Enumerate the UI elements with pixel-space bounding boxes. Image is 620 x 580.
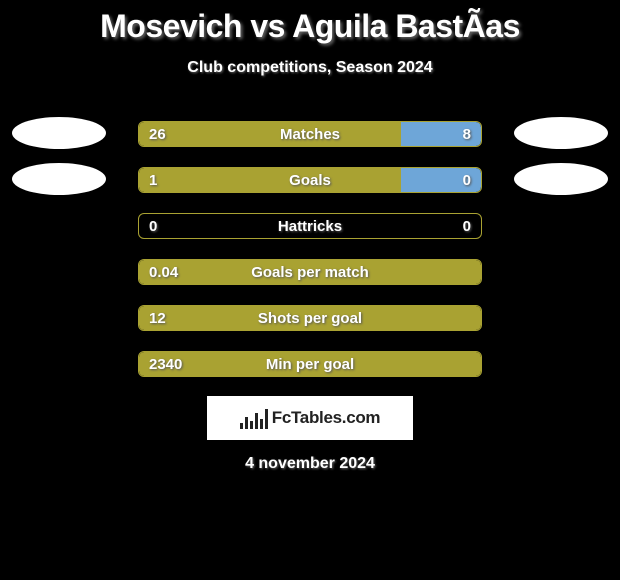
logo-bar-segment: [255, 413, 258, 429]
player-badge-right: [514, 117, 608, 149]
bar-segment-full: [139, 306, 481, 330]
logo-bar-segment: [250, 421, 253, 429]
comparison-row: 0.04Goals per match: [0, 259, 620, 285]
logo-text: FcTables.com: [272, 408, 381, 428]
bar-track: 0 0Hattricks: [138, 213, 482, 239]
date-text: 4 november 2024: [0, 455, 620, 473]
bar-segment-left: [139, 168, 401, 192]
bar-track: 2340Min per goal: [138, 351, 482, 377]
stat-label: Hattricks: [139, 214, 481, 238]
comparison-row: 2340Min per goal: [0, 351, 620, 377]
comparison-row: 12Shots per goal: [0, 305, 620, 331]
player-badge-left: [12, 117, 106, 149]
comparison-row: 268Matches: [0, 121, 620, 147]
bar-track: 0.04Goals per match: [138, 259, 482, 285]
stat-value-left: 0: [149, 214, 157, 238]
player-badge-right: [514, 163, 608, 195]
bar-segment-full: [139, 352, 481, 376]
logo-bar-segment: [260, 419, 263, 429]
fctables-logo: FcTables.com: [207, 396, 413, 440]
logo-bars-icon: [240, 407, 268, 429]
logo-bar-segment: [245, 417, 248, 429]
logo-bar-segment: [240, 423, 243, 429]
page-subtitle: Club competitions, Season 2024: [0, 59, 620, 77]
bar-track: 12Shots per goal: [138, 305, 482, 331]
comparison-row: 10Goals: [0, 167, 620, 193]
player-badge-left: [12, 163, 106, 195]
bar-segment-right: [401, 122, 481, 146]
comparison-bars-area: 268Matches 10Goals 0 0Hattricks 0.04Goals pe…: [0, 121, 620, 377]
stat-value-right: 0: [463, 214, 471, 238]
comparison-row: 0 0Hattricks: [0, 213, 620, 239]
bar-track: 268Matches: [138, 121, 482, 147]
logo-bar-segment: [265, 409, 268, 429]
bar-segment-right: [401, 168, 481, 192]
bar-segment-left: [139, 122, 401, 146]
bar-track: 10Goals: [138, 167, 482, 193]
page-title: Mosevich vs Aguila BastÃ­as: [0, 0, 620, 45]
bar-segment-full: [139, 260, 481, 284]
